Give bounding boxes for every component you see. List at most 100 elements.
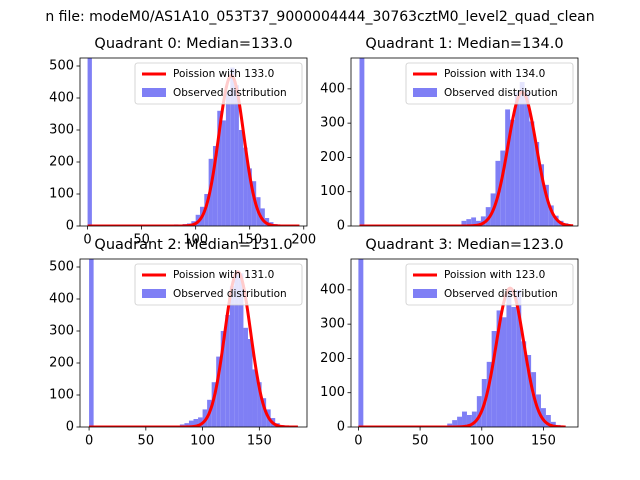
quadrant-1-legend: Poission with 134.0 Observed distribution bbox=[405, 62, 574, 105]
quadrant-1-ytick-label: 0 bbox=[337, 219, 345, 234]
quadrant-1-chart: 0 100 200 300 400 Quadrant 1: Median=134.0 Poi… bbox=[320, 36, 579, 234]
quadrant-0-axes-frame bbox=[79, 57, 308, 227]
quadrant-3-hist-bar bbox=[521, 341, 527, 427]
quadrant-2-legend-fit-label: Poission with 131.0 bbox=[173, 269, 274, 281]
quadrant-1-hist-bar bbox=[500, 150, 506, 226]
quadrant-2-hist-bar bbox=[252, 369, 258, 427]
quadrant-0-plot-area bbox=[86, 58, 301, 226]
quadrant-1-hist-bar bbox=[524, 92, 530, 226]
quadrant-1-ytick-label: 100 bbox=[320, 184, 345, 199]
quadrant-3-ytick-label: 200 bbox=[320, 351, 345, 366]
quadrant-2-ytick-label: 0 bbox=[66, 420, 74, 435]
quadrant-3-hist-bar bbox=[491, 331, 497, 427]
quadrant-1-ytick-label: 400 bbox=[320, 81, 345, 96]
quadrant-0-legend-hist-label: Observed distribution bbox=[173, 87, 287, 99]
quadrant-2-hist-bar bbox=[261, 398, 267, 427]
quadrant-2-hist-bar bbox=[238, 273, 244, 427]
quadrant-1-hist-bar bbox=[510, 119, 515, 226]
quadrant-1-hist-bar bbox=[471, 217, 477, 226]
quadrant-0-legend-box bbox=[134, 62, 303, 105]
quadrant-3-title: Quadrant 3: Median=123.0 bbox=[365, 237, 563, 253]
quadrant-2-ytick-label: 100 bbox=[49, 388, 74, 403]
quadrant-3-hist-bar bbox=[466, 415, 472, 427]
quadrant-2-hist-bar bbox=[202, 409, 208, 427]
quadrant-0-hist-bar bbox=[87, 58, 92, 226]
quadrant-1-hist-bar bbox=[359, 58, 365, 226]
quadrant-0-ytick-label: 400 bbox=[49, 91, 74, 106]
quadrant-0-hist-bar bbox=[217, 110, 222, 226]
quadrant-3-hist-bar bbox=[496, 310, 502, 427]
quadrant-0-hist-bar bbox=[247, 168, 252, 226]
quadrant-2-hist-bar bbox=[193, 419, 199, 427]
quadrant-0-legend-fit-label: Poission with 133.0 bbox=[173, 68, 274, 80]
quadrant-1-hist-bar bbox=[544, 184, 549, 226]
quadrant-2-ytick-label: 400 bbox=[49, 292, 74, 307]
quadrant-1-ytick-label: 200 bbox=[320, 150, 345, 165]
quadrant-0-legend: Poission with 133.0 Observed distribution bbox=[134, 62, 303, 105]
quadrant-1-hist-bar bbox=[529, 121, 535, 226]
quadrant-1-axes-frame bbox=[350, 57, 579, 227]
quadrant-3-hist-bar bbox=[501, 317, 507, 427]
quadrant-1-legend-fit-label: Poission with 134.0 bbox=[444, 68, 545, 80]
quadrant-1-hist-bar bbox=[461, 220, 467, 226]
quadrant-3-hist-bar bbox=[550, 421, 556, 427]
quadrant-3-hist-bar bbox=[506, 289, 512, 427]
quadrant-3-ytick-label: 400 bbox=[320, 282, 345, 297]
quadrant-3-ytick-label: 300 bbox=[320, 317, 345, 332]
quadrant-1-plot-area bbox=[358, 58, 575, 226]
quadrant-2-hist-bar bbox=[216, 356, 221, 427]
quadrant-2-legend-box bbox=[134, 263, 303, 306]
quadrant-2-legend-hist-label: Observed distribution bbox=[173, 288, 287, 300]
quadrant-1-hist-bar bbox=[548, 205, 554, 226]
quadrant-0-xtick-label: 0 bbox=[83, 233, 91, 248]
quadrant-2-hist-bar bbox=[184, 423, 189, 427]
quadrant-0-hist-bar bbox=[243, 147, 248, 226]
figure-suptitle: n file: modeM0/AS1A10_053T37_9000004444_… bbox=[45, 9, 594, 25]
quadrant-3-legend-fit-label: Poission with 123.0 bbox=[444, 269, 545, 281]
quadrant-3-axes-frame bbox=[350, 258, 579, 428]
quadrant-0-ytick-label: 100 bbox=[49, 187, 74, 202]
quadrant-1-hist-bar bbox=[480, 216, 486, 226]
quadrant-3-xtick-label: 150 bbox=[531, 434, 556, 449]
quadrant-3-legend-box bbox=[405, 263, 574, 306]
quadrant-2-hist-bar bbox=[211, 382, 217, 427]
quadrant-2-hist-bar bbox=[257, 382, 262, 427]
quadrant-3-xtick-label: 100 bbox=[469, 434, 494, 449]
quadrant-3-hist-bar bbox=[457, 416, 463, 427]
quadrant-3-xtick-label: 0 bbox=[354, 434, 362, 449]
quadrant-2-xtick-label: 100 bbox=[190, 434, 215, 449]
quadrant-0-hist-bar bbox=[221, 120, 226, 226]
quadrant-2-ytick-label: 300 bbox=[49, 324, 74, 339]
quadrant-3-legend-hist-label: Observed distribution bbox=[444, 288, 558, 300]
quadrant-2-hist-bar bbox=[188, 420, 194, 427]
quadrant-1-hist-bar bbox=[514, 92, 520, 226]
quadrant-0-xtick-label: 200 bbox=[291, 233, 316, 248]
quadrant-2-ytick-label: 500 bbox=[49, 260, 74, 275]
quadrant-3-legend-hist-swatch bbox=[413, 289, 437, 298]
quadrant-2-hist-bar bbox=[234, 273, 239, 427]
quadrant-0-hist-bar bbox=[234, 85, 239, 226]
quadrant-1-title: Quadrant 1: Median=134.0 bbox=[365, 36, 563, 52]
quadrant-3-ytick-label: 100 bbox=[320, 385, 345, 400]
quadrant-2-xtick-label: 0 bbox=[85, 434, 93, 449]
quadrant-2-ytick-label: 200 bbox=[49, 356, 74, 371]
quadrant-3-hist-bar bbox=[545, 415, 551, 427]
quadrant-1-hist-bar bbox=[466, 219, 472, 226]
quadrant-2-legend: Poission with 131.0 Observed distribution bbox=[134, 263, 303, 306]
quadrant-2-plot-area bbox=[88, 259, 299, 427]
quadrant-3-xtick-label: 50 bbox=[412, 434, 429, 449]
quadrant-3-ytick-label: 0 bbox=[337, 420, 345, 435]
quadrant-1-ytick-label: 300 bbox=[320, 116, 345, 131]
quadrant-3-hist-bar bbox=[462, 411, 467, 427]
quadrant-3-legend: Poission with 123.0 Observed distribution bbox=[405, 263, 574, 306]
quadrant-3-chart: 0 100 200 300 400 0 50 100 150 Quadrant 3: Median… bbox=[320, 237, 579, 449]
quadrant-3-hist-bar bbox=[471, 411, 477, 427]
quadrant-0-ytick-label: 500 bbox=[49, 59, 74, 74]
quadrant-1-legend-hist-swatch bbox=[413, 88, 437, 97]
quadrant-3-hist-bar bbox=[511, 307, 517, 427]
quadrant-0-hist-bar bbox=[212, 146, 218, 226]
quadrant-0-xtick-label: 100 bbox=[183, 233, 208, 248]
quadrant-0-ytick-label: 200 bbox=[49, 155, 74, 170]
quadrant-2-xtick-label: 50 bbox=[138, 434, 155, 449]
